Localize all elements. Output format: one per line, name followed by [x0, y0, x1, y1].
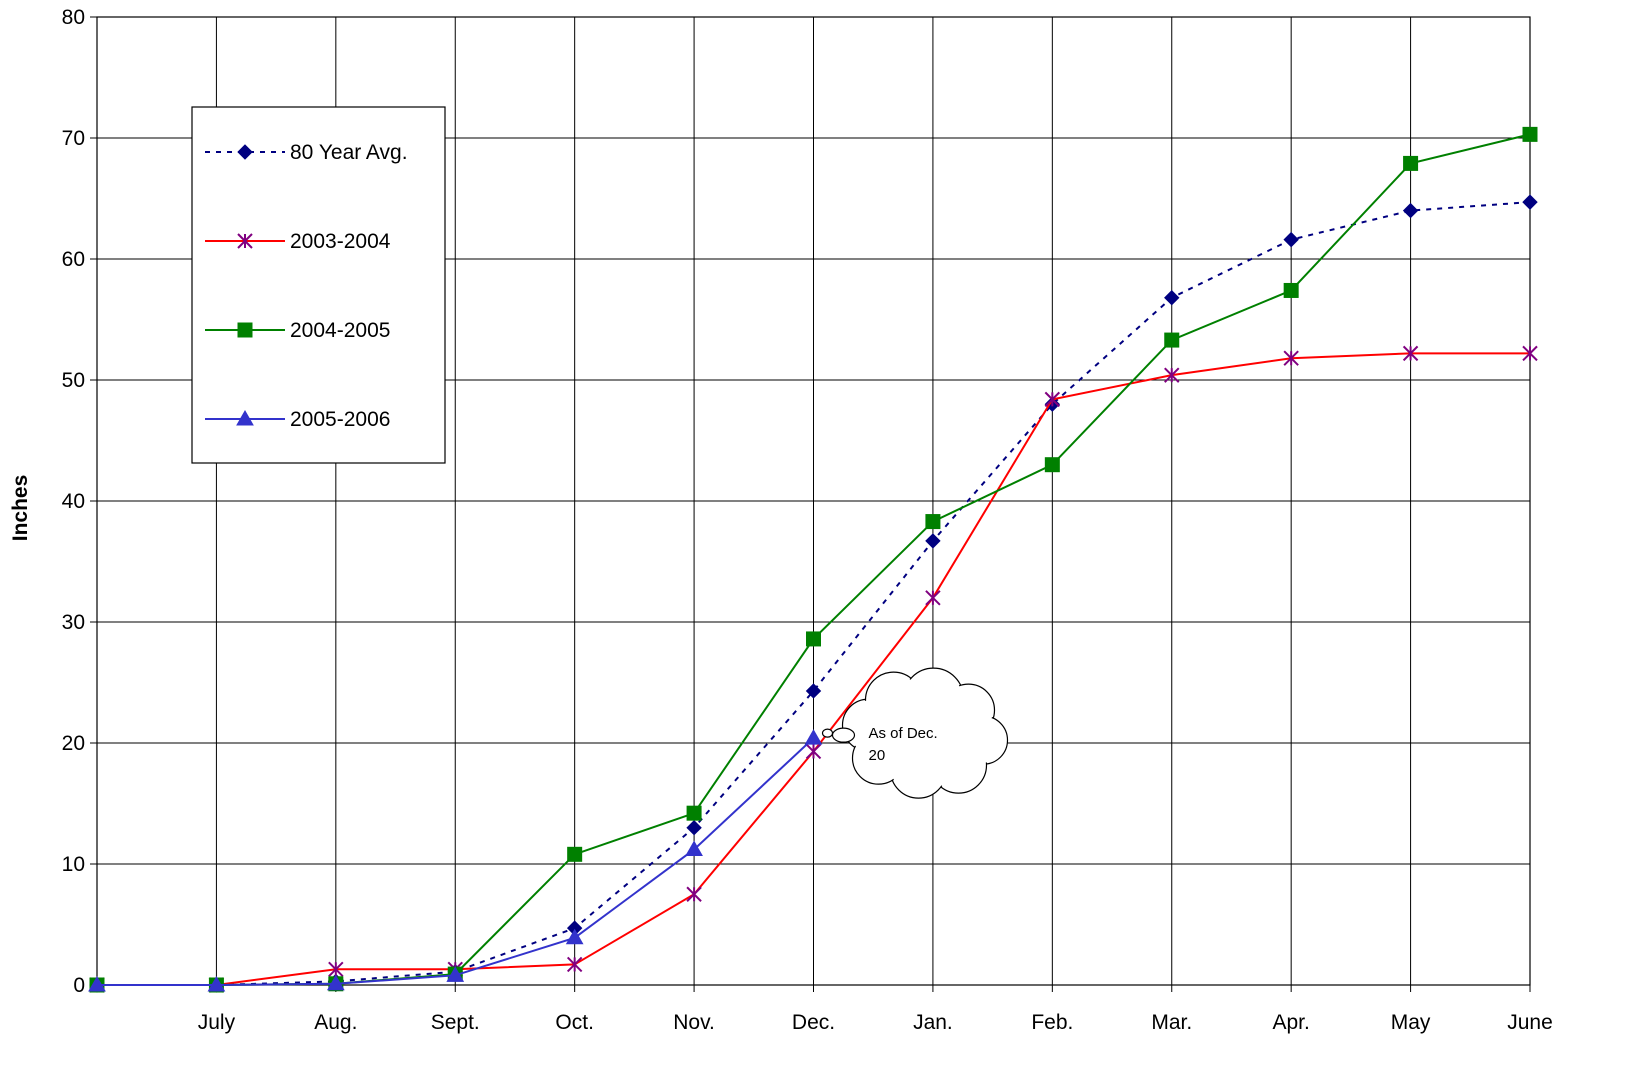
- data-point: [1044, 457, 1060, 473]
- x-tick-label: Apr.: [1272, 1011, 1309, 1034]
- callout-bubble: [831, 727, 856, 743]
- data-point: [1164, 332, 1180, 348]
- data-point: [565, 928, 584, 945]
- legend-item: 80 Year Avg.: [205, 141, 408, 164]
- legend-item: 2005-2006: [205, 408, 390, 431]
- legend-marker: [237, 322, 253, 338]
- x-tick-label: June: [1507, 1011, 1553, 1034]
- x-tick-label: Oct.: [555, 1011, 594, 1034]
- y-tick-label: 0: [73, 974, 85, 997]
- data-point: [685, 840, 703, 856]
- data-point: [925, 590, 941, 606]
- x-tick-label: Sept.: [431, 1011, 480, 1034]
- data-point: [805, 683, 822, 699]
- x-tick-label: Jan.: [913, 1011, 953, 1034]
- x-tick-label: May: [1391, 1011, 1431, 1034]
- data-point: [1164, 290, 1180, 306]
- data-point: [925, 514, 941, 530]
- data-point: [1402, 202, 1419, 219]
- data-point: [1522, 345, 1538, 362]
- y-tick-label: 20: [62, 732, 85, 755]
- y-axis-title: Inches: [9, 475, 32, 542]
- data-point: [1283, 350, 1299, 366]
- cloud-core: [861, 698, 986, 771]
- data-point: [686, 805, 702, 821]
- data-point: [207, 975, 226, 992]
- data-point: [88, 975, 106, 992]
- legend-label: 2004-2005: [290, 319, 390, 342]
- plot-area-frame: [96, 16, 1531, 986]
- y-tick-label: 30: [62, 611, 85, 634]
- axes: 0 10 20 30 40 50 60 70 80 July Aug. Sept. Oct. Nov. De…: [62, 6, 1553, 1034]
- data-point: [925, 533, 941, 549]
- x-tick-label: Dec.: [792, 1011, 835, 1034]
- y-tick-label: 50: [62, 369, 85, 392]
- data-point: [1283, 231, 1299, 248]
- legend-label: 80 Year Avg.: [290, 141, 408, 164]
- x-tick-label: Aug.: [314, 1011, 357, 1034]
- x-tick-label: July: [198, 1011, 236, 1034]
- series-4: [88, 729, 823, 992]
- x-tick-label: Feb.: [1031, 1011, 1073, 1034]
- data-point: [806, 631, 821, 647]
- data-point: [446, 966, 465, 982]
- y-tick-label: 60: [62, 248, 85, 271]
- legend-marker: [237, 144, 253, 160]
- data-point: [1402, 345, 1419, 362]
- data-point: [1403, 155, 1419, 171]
- legend: 80 Year Avg. 2003-2004 2004-2005 2005-2006: [191, 106, 446, 464]
- data-point: [805, 743, 822, 760]
- x-tick-label: Mar.: [1151, 1011, 1192, 1034]
- legend-item: 2004-2005: [205, 319, 390, 342]
- legend-marker: [236, 409, 254, 426]
- data-point: [1164, 367, 1180, 383]
- data-point: [326, 974, 345, 991]
- legend-item: 2003-2004: [205, 230, 391, 253]
- data-point: [686, 886, 702, 902]
- legend-box: [191, 106, 446, 464]
- y-tick-label: 40: [62, 490, 85, 513]
- data-point: [328, 961, 344, 977]
- legend-label: 2003-2004: [290, 230, 391, 253]
- y-tick-label: 10: [62, 853, 85, 876]
- annotation-cloud: As of Dec. 20: [821, 667, 1009, 799]
- x-tick-label: Nov.: [673, 1011, 715, 1034]
- data-point: [804, 729, 823, 745]
- y-tick-label: 70: [62, 127, 85, 150]
- data-point: [1283, 282, 1299, 298]
- data-point: [567, 846, 583, 862]
- callout-bubble: [821, 728, 834, 738]
- data-point: [1522, 194, 1538, 210]
- series-lines: [88, 126, 1538, 993]
- y-tick-label: 80: [62, 6, 85, 29]
- legend-label: 2005-2006: [290, 408, 390, 431]
- annotation-text: As of Dec.: [869, 725, 938, 742]
- data-point: [686, 819, 702, 836]
- data-point: [1044, 391, 1061, 408]
- legend-marker: [237, 233, 253, 249]
- annotation-callout: As of Dec. 20: [821, 667, 1009, 799]
- data-point: [1522, 126, 1538, 142]
- annotation-text: 20: [869, 747, 886, 764]
- data-point: [566, 956, 583, 973]
